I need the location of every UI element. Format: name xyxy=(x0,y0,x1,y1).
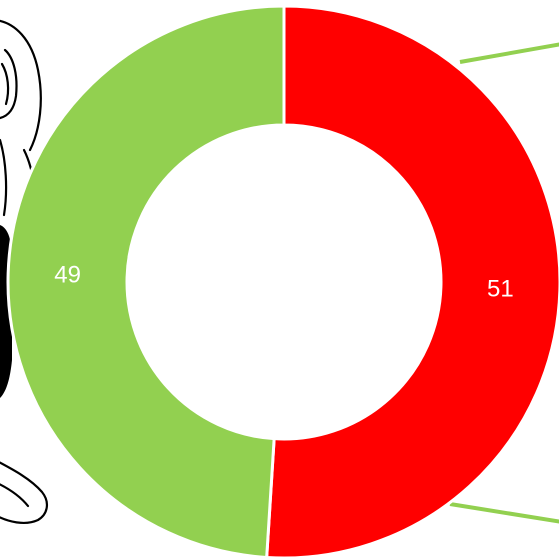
donut-slice-51 xyxy=(265,4,559,559)
person-illustration-icon xyxy=(0,19,48,524)
donut-slices xyxy=(6,4,559,559)
slice-label-51: 51 xyxy=(487,275,514,302)
donut-slice-49 xyxy=(6,4,286,559)
accent-line-top xyxy=(459,42,559,64)
donut-slice-labels: 51 49 xyxy=(54,262,514,303)
slice-label-49: 49 xyxy=(54,262,81,289)
accent-line-bottom xyxy=(449,502,559,524)
accent-lines xyxy=(449,42,559,524)
